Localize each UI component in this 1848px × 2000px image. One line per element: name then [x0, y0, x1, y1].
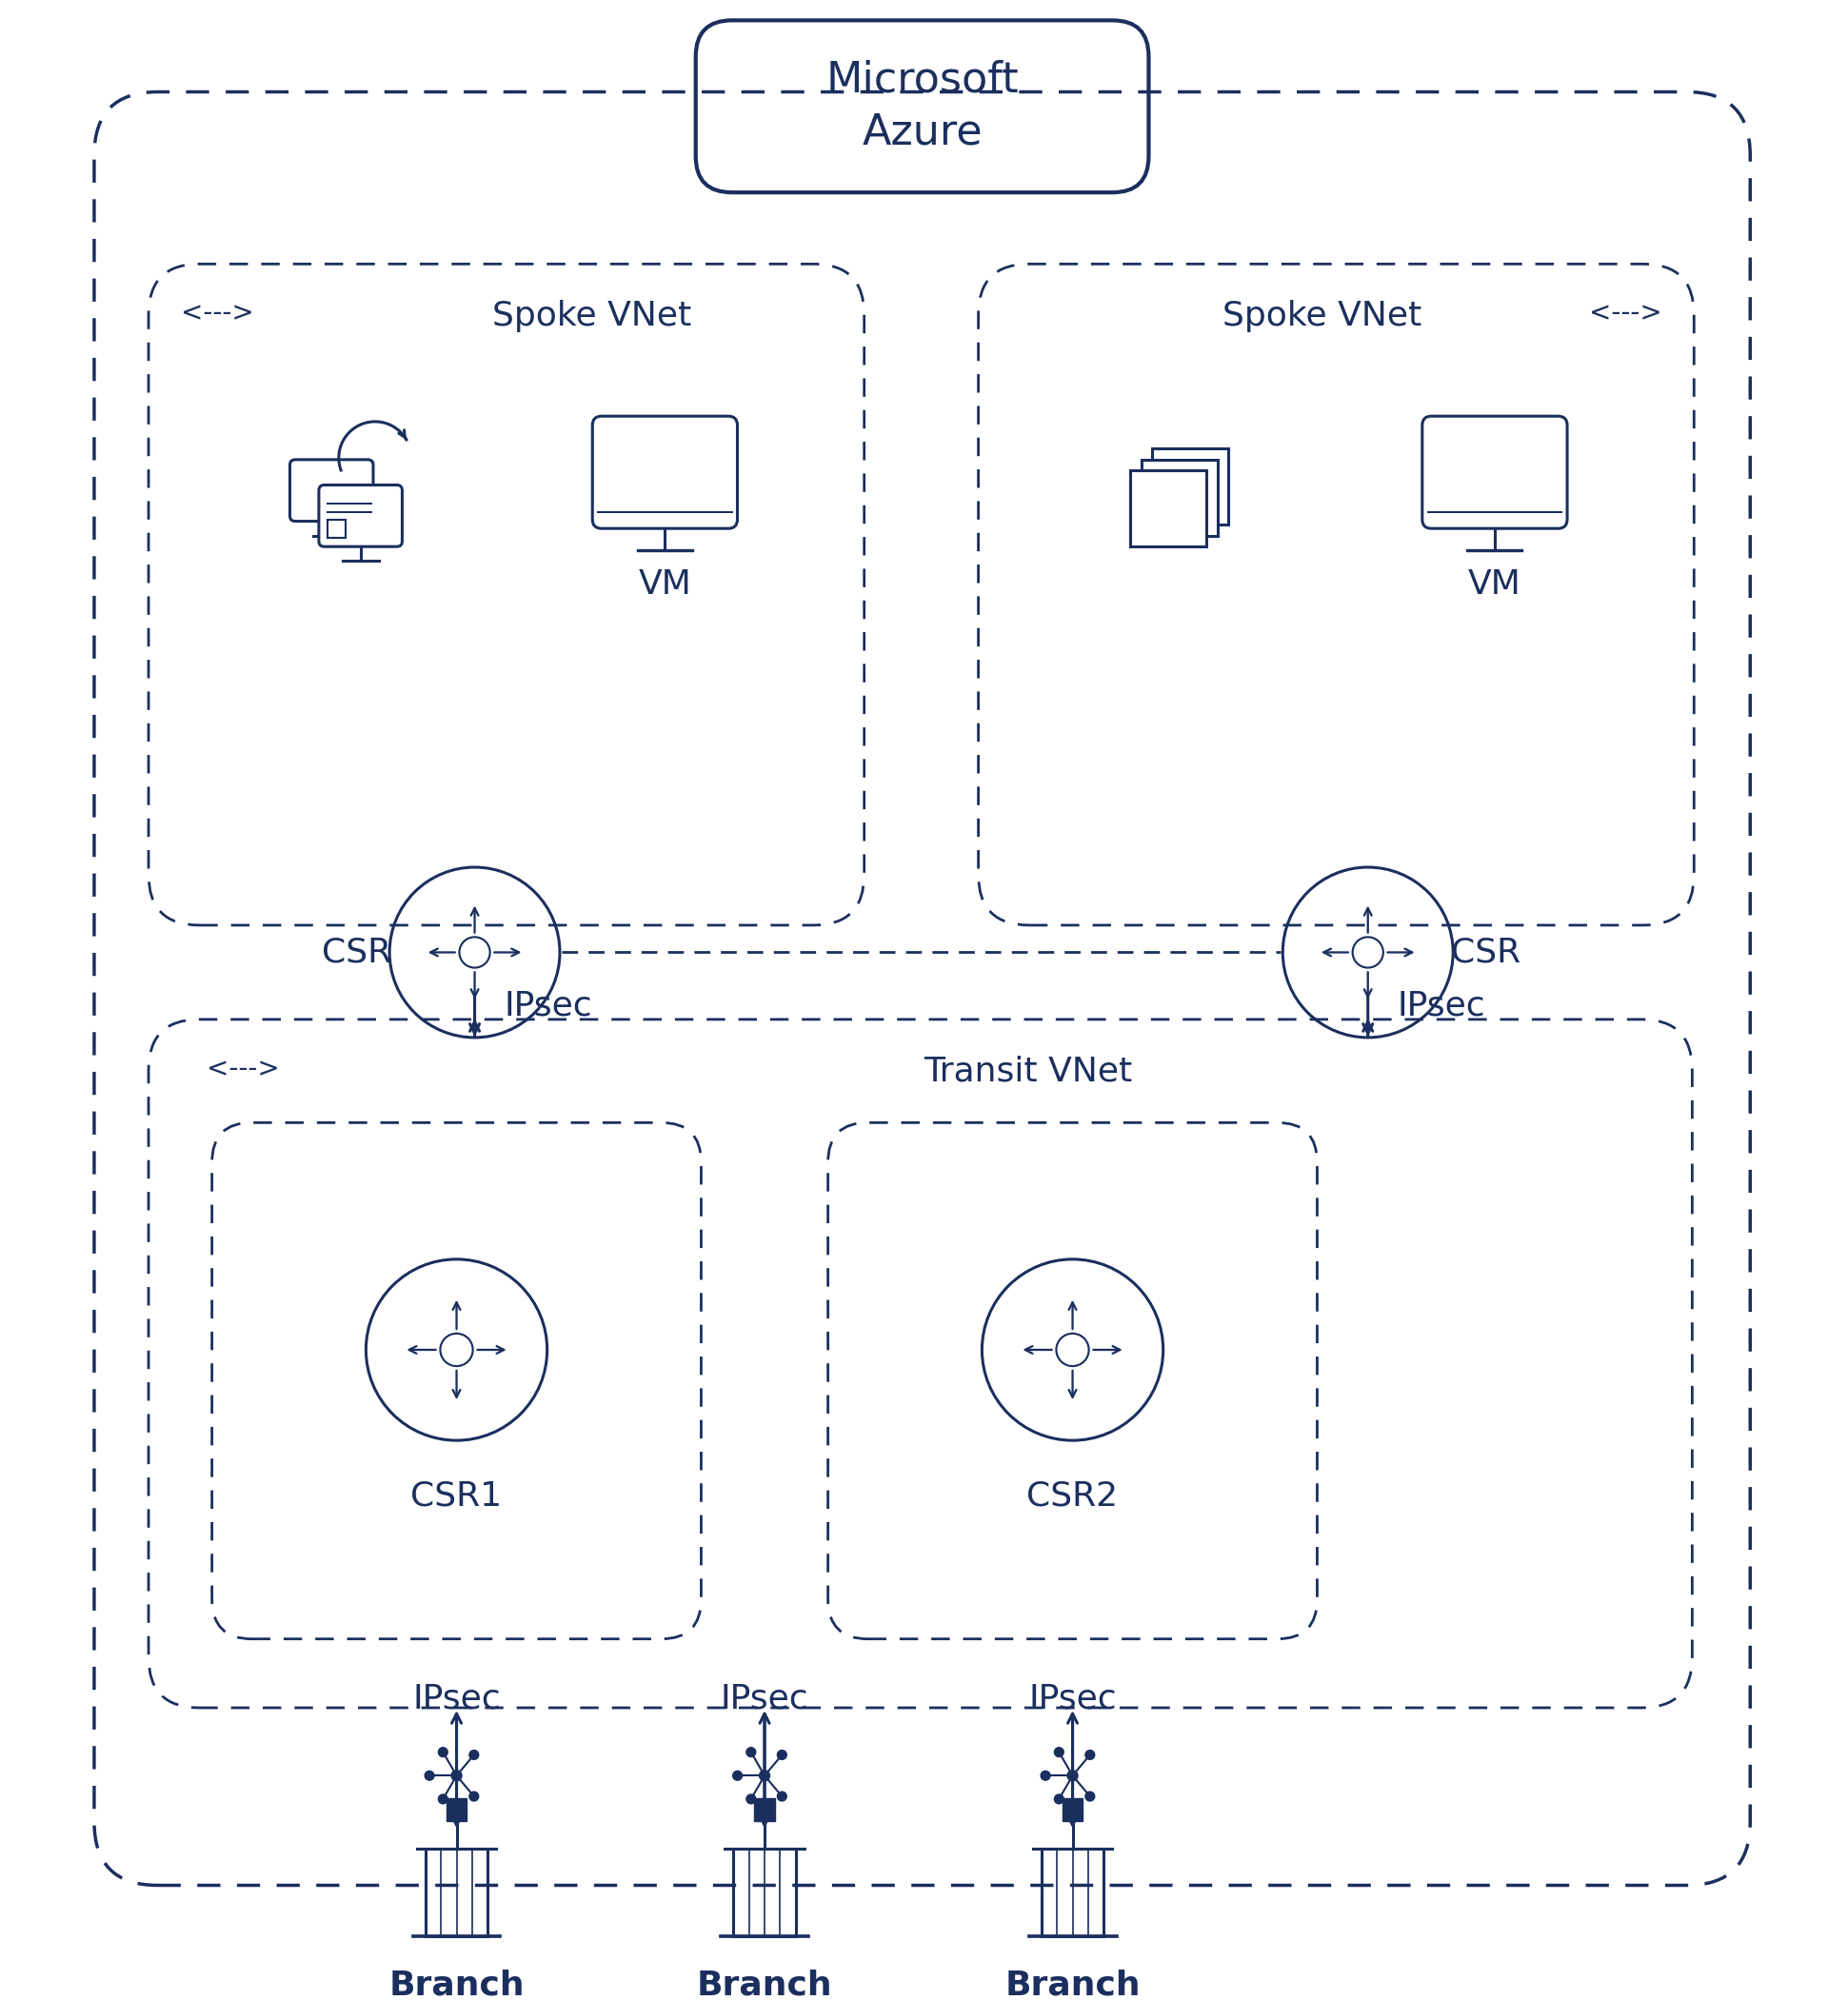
Circle shape	[734, 1770, 743, 1780]
Text: CSR1: CSR1	[410, 1480, 503, 1512]
Text: IPsec: IPsec	[721, 1682, 809, 1716]
Circle shape	[747, 1748, 756, 1756]
Circle shape	[438, 1794, 447, 1804]
Circle shape	[425, 1770, 434, 1780]
Circle shape	[438, 1748, 447, 1756]
Circle shape	[469, 1750, 479, 1760]
FancyBboxPatch shape	[290, 460, 373, 522]
Text: <--->: <--->	[207, 1056, 279, 1082]
Bar	[734, 1848, 796, 1936]
Circle shape	[778, 1792, 787, 1802]
Text: Microsoft
Azure: Microsoft Azure	[826, 60, 1018, 152]
Bar	[327, 520, 346, 538]
Circle shape	[1068, 1770, 1077, 1780]
Bar	[754, 1798, 774, 1822]
Text: IPsec: IPsec	[505, 990, 591, 1022]
Bar	[1063, 1798, 1083, 1822]
Text: CSR: CSR	[1451, 936, 1521, 968]
Circle shape	[760, 1770, 771, 1780]
Bar	[1040, 1848, 1103, 1936]
Circle shape	[1055, 1748, 1064, 1756]
FancyBboxPatch shape	[1153, 448, 1229, 524]
Text: <--->: <--->	[181, 300, 253, 326]
Circle shape	[747, 1794, 756, 1804]
Text: IPsec: IPsec	[1397, 990, 1486, 1022]
Circle shape	[451, 1770, 462, 1780]
Text: Branch: Branch	[388, 1968, 525, 2000]
Circle shape	[1055, 1794, 1064, 1804]
Circle shape	[1040, 1770, 1050, 1780]
Circle shape	[1085, 1792, 1094, 1802]
Circle shape	[778, 1750, 787, 1760]
Text: Spoke VNet: Spoke VNet	[1222, 300, 1421, 332]
Text: Branch: Branch	[697, 1968, 832, 2000]
Bar	[445, 1798, 468, 1822]
Circle shape	[1085, 1750, 1094, 1760]
Text: CSR2: CSR2	[1027, 1480, 1118, 1512]
FancyBboxPatch shape	[1131, 470, 1207, 546]
Text: <--->: <--->	[1589, 300, 1661, 326]
Text: IPsec: IPsec	[1029, 1682, 1116, 1716]
Text: VM: VM	[638, 568, 691, 600]
Text: CSR: CSR	[322, 936, 392, 968]
Text: Branch: Branch	[1005, 1968, 1140, 2000]
Text: IPsec: IPsec	[412, 1682, 501, 1716]
Text: Spoke VNet: Spoke VNet	[493, 300, 691, 332]
Text: Transit VNet: Transit VNet	[924, 1056, 1133, 1088]
Text: VM: VM	[1467, 568, 1521, 600]
Circle shape	[469, 1792, 479, 1802]
Bar	[425, 1848, 488, 1936]
FancyBboxPatch shape	[320, 484, 403, 546]
FancyBboxPatch shape	[1142, 460, 1218, 536]
